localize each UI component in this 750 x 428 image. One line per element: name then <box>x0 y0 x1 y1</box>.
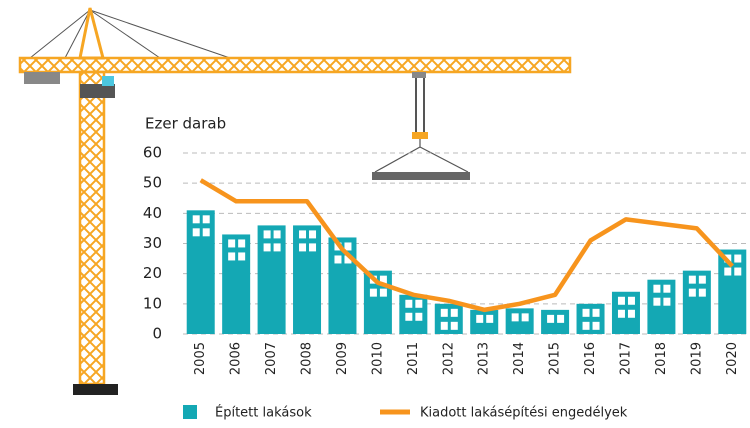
window <box>689 289 696 297</box>
x-tick-label: 2008 <box>300 342 315 375</box>
window <box>405 313 412 321</box>
window <box>274 243 281 251</box>
window <box>593 309 600 317</box>
window <box>734 255 741 263</box>
window <box>663 285 670 293</box>
x-tick-label: 2012 <box>441 342 456 375</box>
y-axis-title: Ezer darab <box>145 115 226 133</box>
window <box>734 268 741 276</box>
y-tick-label: 60 <box>143 144 162 162</box>
window <box>344 242 351 250</box>
window <box>228 239 235 247</box>
x-tick-label: 2018 <box>654 342 669 375</box>
window <box>309 230 316 238</box>
window <box>203 228 210 236</box>
bar <box>293 225 321 334</box>
window <box>405 300 412 308</box>
x-tick-label: 2019 <box>689 342 704 375</box>
window <box>264 243 271 251</box>
x-tick-label: 2013 <box>477 342 492 375</box>
window <box>618 310 625 318</box>
x-tick-label: 2017 <box>618 342 633 375</box>
bar <box>506 308 534 334</box>
window <box>451 322 458 330</box>
y-tick-label: 30 <box>143 234 162 252</box>
x-tick-label: 2007 <box>264 342 279 375</box>
x-tick-label: 2011 <box>406 342 421 375</box>
bar <box>470 310 498 334</box>
window <box>699 289 706 297</box>
window <box>653 298 660 306</box>
bar <box>718 250 746 334</box>
window <box>724 268 731 276</box>
window <box>583 309 590 317</box>
window <box>380 289 387 297</box>
window <box>193 228 200 236</box>
window <box>486 315 493 323</box>
y-tick-label: 0 <box>152 325 162 343</box>
window <box>628 297 635 305</box>
x-tick-label: 2015 <box>548 342 563 375</box>
x-tick-label: 2009 <box>335 342 350 375</box>
window <box>628 310 635 318</box>
bar <box>541 310 569 334</box>
window <box>193 215 200 223</box>
x-tick-label: 2016 <box>583 342 598 375</box>
window <box>451 309 458 317</box>
window <box>299 230 306 238</box>
page: {"chart_data": {"type": "bar-line", "y_a… <box>0 0 750 428</box>
window <box>583 322 590 330</box>
window <box>618 297 625 305</box>
legend-label: Épített lakások <box>215 405 312 421</box>
y-tick-label: 40 <box>143 204 162 222</box>
x-tick-label: 2005 <box>193 342 208 375</box>
window <box>547 315 554 323</box>
bar <box>577 304 605 334</box>
window <box>476 315 483 323</box>
bar <box>258 225 286 334</box>
bar <box>647 280 675 334</box>
window <box>663 298 670 306</box>
window <box>238 239 245 247</box>
y-tick-label: 50 <box>143 174 162 192</box>
window <box>415 313 422 321</box>
window <box>203 215 210 223</box>
window <box>274 230 281 238</box>
bar <box>435 304 463 334</box>
window <box>264 230 271 238</box>
y-tick-label: 10 <box>143 294 162 312</box>
y-tick-label: 20 <box>143 264 162 282</box>
window <box>512 313 519 321</box>
window <box>593 322 600 330</box>
window <box>228 252 235 260</box>
bar <box>612 292 640 334</box>
window <box>415 300 422 308</box>
window <box>334 255 341 263</box>
window <box>309 243 316 251</box>
window <box>689 276 696 284</box>
bar <box>683 271 711 334</box>
legend-label: Kiadott lakásépítési engedélyek <box>420 406 628 421</box>
window <box>441 309 448 317</box>
window <box>699 276 706 284</box>
bar <box>399 295 427 334</box>
window <box>370 289 377 297</box>
x-tick-label: 2006 <box>229 342 244 375</box>
window <box>557 315 564 323</box>
x-tick-label: 2010 <box>370 342 385 375</box>
bar <box>222 234 250 334</box>
window <box>653 285 660 293</box>
window <box>299 243 306 251</box>
x-tick-label: 2014 <box>512 342 527 375</box>
bar <box>187 210 215 334</box>
x-tick-label: 2020 <box>725 342 740 375</box>
window <box>522 313 529 321</box>
chart: Ezer darab 0 10 20 30 40 50 60 2005 2006 2007 2008… <box>0 0 750 428</box>
window <box>441 322 448 330</box>
legend-swatch <box>183 405 197 419</box>
window <box>238 252 245 260</box>
